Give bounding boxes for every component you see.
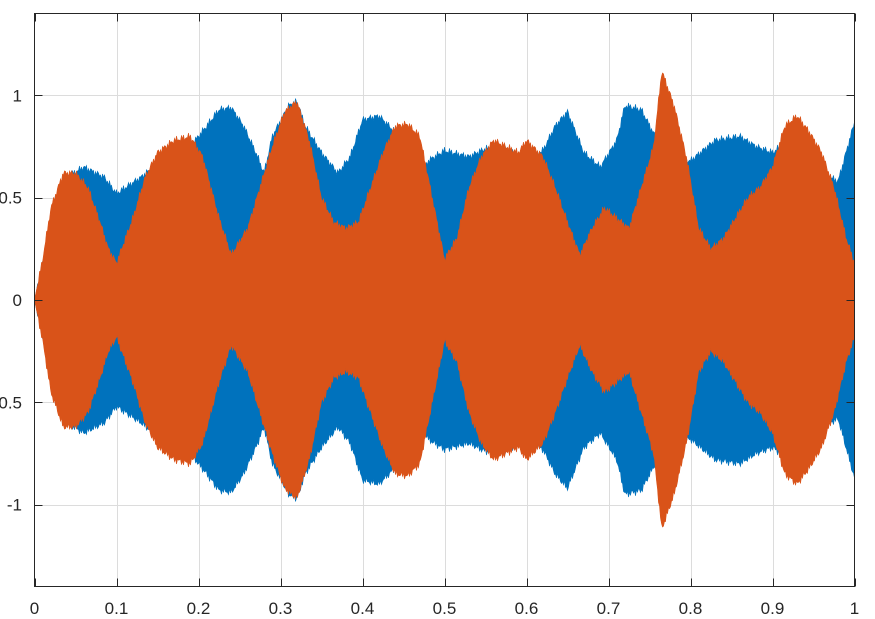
y-tick-label: 1 (13, 86, 22, 105)
x-tick-label: 0.8 (679, 599, 703, 618)
x-tick-label: 0.3 (269, 599, 293, 618)
x-tick-label: 0 (30, 599, 39, 618)
tick-labels: 0 0.1 0.2 0.3 0.4 0.5 0.6 0.7 0.8 0.9 1 -1 -0.5 0 0.5 1 (0, 86, 859, 618)
x-tick-label: 0.6 (515, 599, 539, 618)
x-tick-label: 0.9 (761, 599, 785, 618)
x-tick-label: 0.5 (433, 599, 457, 618)
x-tick-label: 0.2 (187, 599, 211, 618)
ticks (34, 13, 856, 587)
x-tick-label: 0.7 (597, 599, 621, 618)
x-tick-label: 0.1 (105, 599, 129, 618)
y-tick-label: 0.5 (0, 189, 22, 208)
x-tick-label: 1 (850, 599, 859, 618)
x-tick-label: 0.4 (351, 599, 375, 618)
series-layer (34, 72, 855, 528)
y-tick-label: -1 (7, 496, 22, 515)
y-tick-label: -0.5 (0, 393, 22, 412)
y-tick-label: 0 (13, 291, 22, 310)
